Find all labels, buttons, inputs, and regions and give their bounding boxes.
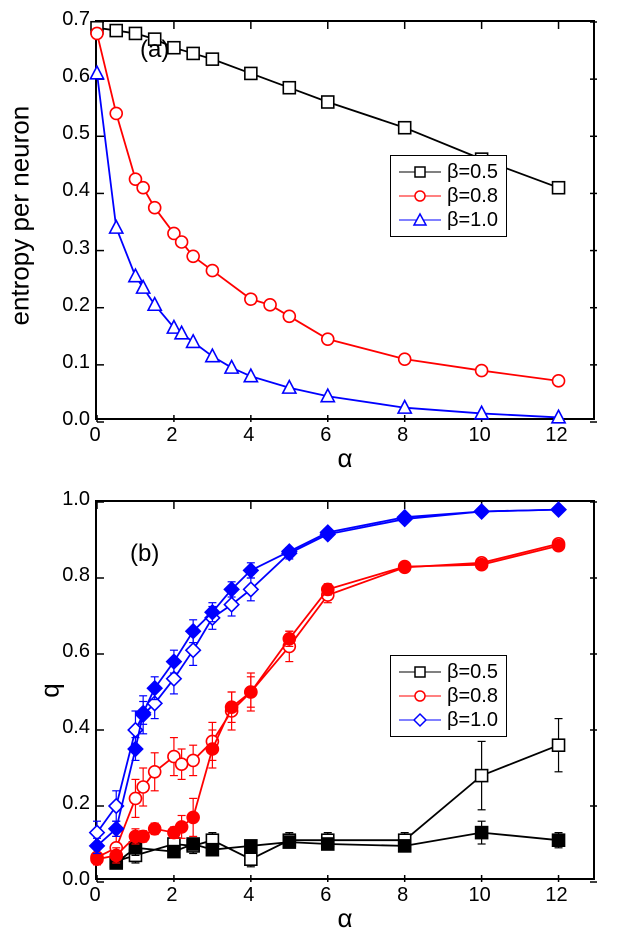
- panel-a-ylabel: entropy per neuron: [5, 126, 36, 326]
- x-tick-label: 12: [542, 424, 572, 447]
- x-tick-label: 4: [234, 884, 264, 907]
- legend-row: β=0.5: [399, 160, 498, 184]
- legend-label: β=0.5: [447, 661, 498, 684]
- panel-a-legend: β=0.5 β=0.8 β=1.0: [390, 155, 507, 237]
- legend-label: β=0.5: [447, 161, 498, 184]
- legend-row: β=1.0: [399, 708, 498, 732]
- y-tick-label: 0.5: [45, 122, 90, 145]
- y-tick-label: 1.0: [45, 488, 90, 511]
- legend-label: β=1.0: [447, 209, 498, 232]
- y-tick-label: 0.7: [45, 8, 90, 31]
- panel-a-plot: [95, 20, 595, 420]
- legend-row: β=0.8: [399, 684, 498, 708]
- x-tick-label: 6: [311, 424, 341, 447]
- y-tick-label: 0.0: [45, 868, 90, 891]
- legend-row: β=0.8: [399, 184, 498, 208]
- y-tick-label: 0.3: [45, 237, 90, 260]
- x-tick-label: 6: [311, 884, 341, 907]
- x-tick-label: 4: [234, 424, 264, 447]
- panel-b-svg: [97, 502, 597, 882]
- panel-b-xlabel: α: [325, 903, 365, 934]
- y-tick-label: 0.4: [45, 716, 90, 739]
- x-tick-label: 8: [388, 424, 418, 447]
- legend-label: β=0.8: [447, 185, 498, 208]
- panel-a-svg: [97, 22, 597, 422]
- panel-b-letter: (b): [130, 540, 159, 568]
- y-tick-label: 0.2: [45, 294, 90, 317]
- y-tick-label: 0.6: [45, 65, 90, 88]
- x-tick-label: 2: [157, 424, 187, 447]
- figure-container: (a) entropy per neuron α β=0.5 β=0.8 β=1…: [0, 0, 620, 940]
- legend-row: β=0.5: [399, 660, 498, 684]
- y-tick-label: 0.0: [45, 408, 90, 431]
- y-tick-label: 0.6: [45, 640, 90, 663]
- y-tick-label: 0.1: [45, 351, 90, 374]
- x-tick-label: 8: [388, 884, 418, 907]
- panel-a-letter: (a): [140, 36, 169, 64]
- y-tick-label: 0.2: [45, 792, 90, 815]
- legend-row: β=1.0: [399, 208, 498, 232]
- x-tick-label: 12: [542, 884, 572, 907]
- x-tick-label: 10: [465, 424, 495, 447]
- panel-b-legend: β=0.5 β=0.8 β=1.0: [390, 655, 507, 737]
- panel-a-xlabel: α: [325, 443, 365, 474]
- y-tick-label: 0.8: [45, 564, 90, 587]
- panel-b-plot: [95, 500, 595, 880]
- panel-b-ylabel: q: [35, 671, 66, 711]
- x-tick-label: 10: [465, 884, 495, 907]
- legend-label: β=1.0: [447, 709, 498, 732]
- legend-label: β=0.8: [447, 685, 498, 708]
- y-tick-label: 0.4: [45, 179, 90, 202]
- x-tick-label: 2: [157, 884, 187, 907]
